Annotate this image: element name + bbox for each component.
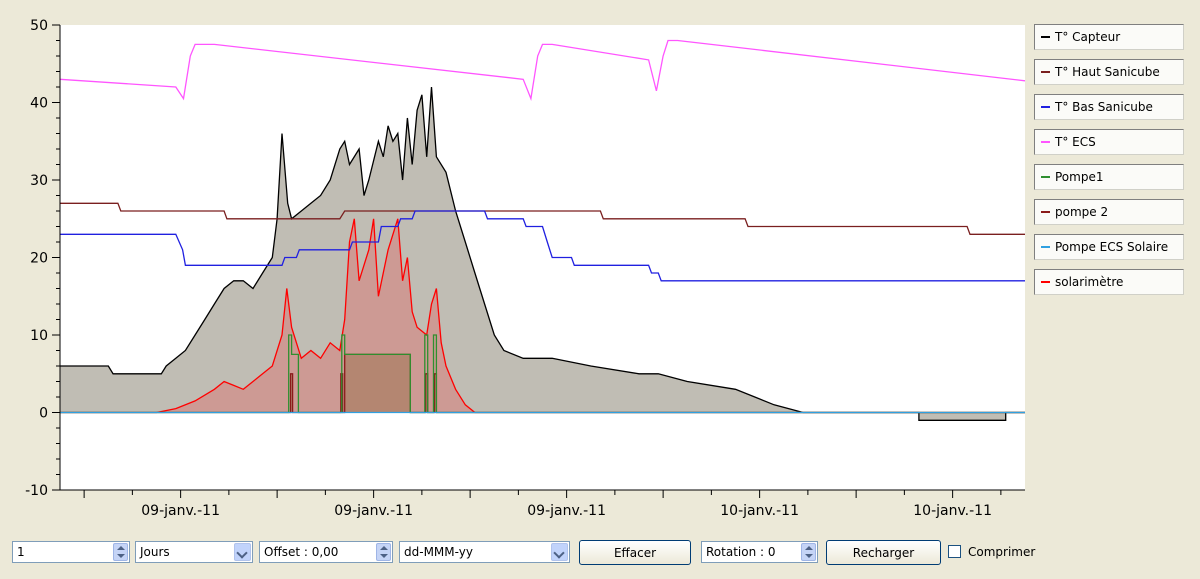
x-tick-label: 10-janv.-11	[720, 503, 799, 519]
clear-button[interactable]: Effacer	[579, 540, 691, 565]
reload-button[interactable]: Recharger	[826, 540, 941, 565]
legend-label: pompe 2	[1055, 205, 1109, 219]
series-line-3	[59, 39, 1026, 102]
legend-label: solarimètre	[1055, 275, 1124, 289]
legend-swatch	[1041, 211, 1050, 213]
spinner-arrows-icon[interactable]	[376, 543, 391, 561]
axis-layer: -10 0 10 20 30 40 50 09-janv.-11 09-janv.-11 09-j…	[25, 18, 1025, 519]
legend-label: T° Bas Sanicube	[1055, 100, 1153, 114]
series-line-2	[60, 210, 1025, 282]
period-unit-select[interactable]: Jours	[135, 541, 253, 563]
date-format-text: dd-MMM-yy	[404, 545, 473, 559]
period-unit-text: Jours	[140, 545, 170, 559]
legend-label: T° Capteur	[1055, 30, 1121, 44]
series-layer	[59, 39, 1026, 421]
legend: T° Capteur T° Haut Sanicube T° Bas Sanicub…	[1034, 24, 1184, 304]
period-value-text: 1	[17, 545, 25, 559]
legend-item[interactable]: Pompe ECS Solaire	[1034, 234, 1184, 260]
spinner-arrows-icon[interactable]	[801, 543, 816, 561]
chevron-down-icon[interactable]	[551, 543, 568, 561]
legend-item[interactable]: pompe 2	[1034, 199, 1184, 225]
y-tick-label: 50	[30, 18, 48, 34]
legend-swatch	[1041, 36, 1050, 38]
legend-swatch	[1041, 246, 1050, 248]
plot-background	[60, 25, 1025, 490]
chart-area: -10 0 10 20 30 40 50 09-janv.-11 09-janv.-11 09-j…	[25, 18, 1026, 519]
toolbar: 1 Jours Offset : 0,00 dd-MMM-yy Effacer …	[0, 538, 1200, 568]
y-tick-label: 30	[30, 173, 48, 189]
x-tick-label: 10-janv.-11	[913, 503, 992, 519]
legend-swatch	[1041, 281, 1050, 283]
offset-text: Offset : 0,00	[264, 545, 339, 559]
legend-label: Pompe ECS Solaire	[1055, 240, 1169, 254]
rotation-spinner[interactable]: Rotation : 0	[701, 541, 818, 563]
y-tick-label: 20	[30, 251, 48, 267]
legend-swatch	[1041, 176, 1050, 178]
y-tick-label: -10	[25, 483, 48, 499]
chevron-down-icon[interactable]	[234, 543, 251, 561]
legend-label: T° ECS	[1055, 135, 1096, 149]
x-tick-label: 09-janv.-11	[141, 503, 220, 519]
x-tick-label: 09-janv.-11	[527, 503, 606, 519]
legend-label: Pompe1	[1055, 170, 1104, 184]
legend-item[interactable]: solarimètre	[1034, 269, 1184, 295]
y-tick-label: 10	[30, 328, 48, 344]
legend-item[interactable]: T° ECS	[1034, 129, 1184, 155]
series-area-0	[60, 87, 1025, 421]
legend-item[interactable]: T° Capteur	[1034, 24, 1184, 50]
date-format-select[interactable]: dd-MMM-yy	[399, 541, 570, 563]
y-tick-label: 40	[30, 96, 48, 112]
rotation-text: Rotation : 0	[706, 545, 776, 559]
compress-checkbox[interactable]	[948, 545, 961, 558]
series-line-7	[60, 218, 1025, 414]
legend-label: T° Haut Sanicube	[1055, 65, 1160, 79]
offset-spinner[interactable]: Offset : 0,00	[259, 541, 393, 563]
series-line-4	[60, 334, 1025, 414]
legend-item[interactable]: T° Bas Sanicube	[1034, 94, 1184, 120]
legend-item[interactable]: Pompe1	[1034, 164, 1184, 190]
legend-swatch	[1041, 141, 1050, 143]
period-value-spinner[interactable]: 1	[12, 541, 130, 563]
legend-item[interactable]: T° Haut Sanicube	[1034, 59, 1184, 85]
spinner-arrows-icon[interactable]	[113, 543, 128, 561]
y-tick-label: 0	[39, 406, 48, 422]
series-line-0	[60, 86, 1025, 421]
series-area-7	[60, 218, 1025, 413]
legend-swatch	[1041, 71, 1050, 73]
x-tick-label: 09-janv.-11	[334, 503, 413, 519]
compress-label: Comprimer	[968, 545, 1036, 559]
legend-swatch	[1041, 106, 1050, 108]
